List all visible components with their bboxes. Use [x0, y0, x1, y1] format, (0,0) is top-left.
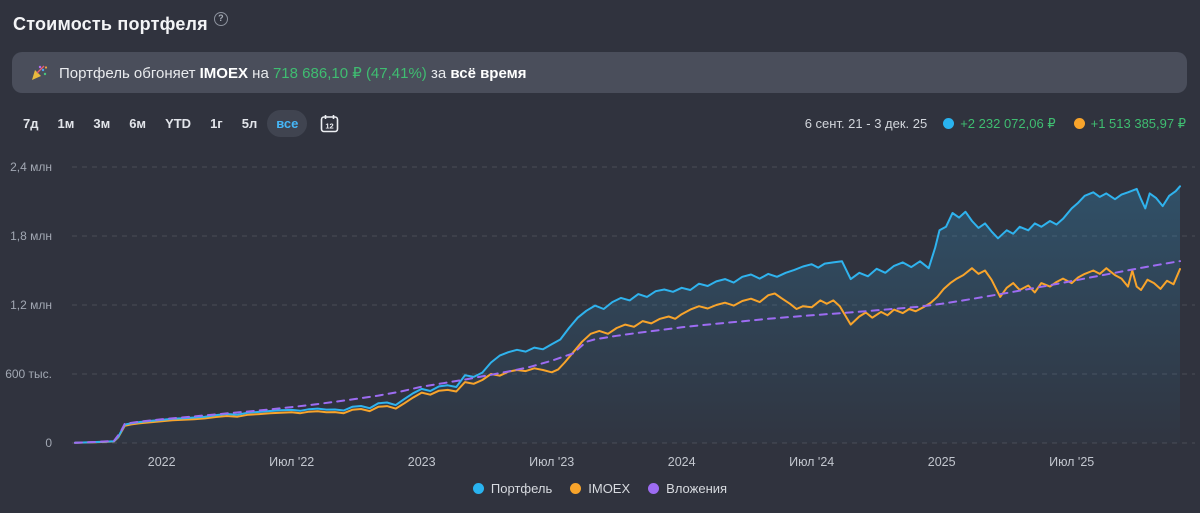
svg-text:0: 0 [45, 436, 52, 450]
banner-za: за [430, 64, 447, 82]
range-button-5y[interactable]: 5л [233, 110, 267, 137]
series-lines [74, 185, 1181, 444]
svg-text:2025: 2025 [928, 455, 956, 469]
legend-label: Портфель [490, 480, 553, 496]
svg-text:2,4 млн: 2,4 млн [10, 160, 52, 174]
chart-header: Стоимость портфеля ? [13, 12, 228, 35]
banner-na: на [252, 64, 269, 82]
range-button-3m[interactable]: 3м [84, 110, 119, 137]
svg-text:1,2 млн: 1,2 млн [10, 298, 52, 312]
date-range-label: 6 сент. 21 - 3 дек. 25 [804, 116, 928, 131]
x-axis-labels: 2022 Июл '22 2023 Июл '23 2024 Июл '24 2025 Июл… [148, 455, 1095, 469]
series-total-portfolio: +2 232 072,06 ₽ [943, 115, 1056, 132]
svg-text:Июл '23: Июл '23 [529, 455, 574, 469]
imoex-dot-icon [1073, 118, 1085, 129]
svg-text:Июл '25: Июл '25 [1049, 455, 1094, 469]
legend-dot-icon [648, 482, 660, 494]
series-total-imoex: +1 513 385,97 ₽ [1073, 115, 1186, 132]
banner-amount: 718 686,10 ₽ [272, 64, 362, 82]
page-title: Стоимость портфеля [13, 14, 208, 34]
y-axis-labels: 0 600 тыс. 1,2 млн 1,8 млн 2,4 млн [5, 160, 52, 450]
banner-benchmark: IMOEX [199, 64, 248, 82]
outperform-banner: Портфель обгоняет IMOEX на 718 686,10 ₽ … [12, 52, 1187, 93]
series-totals: +2 232 072,06 ₽ +1 513 385,97 ₽ [943, 116, 1186, 132]
help-icon[interactable]: ? [213, 12, 228, 26]
range-button-ytd[interactable]: YTD [156, 110, 200, 137]
calendar-button[interactable]: 12 [318, 112, 341, 135]
legend-item-0[interactable]: Портфель [472, 480, 553, 496]
svg-text:2024: 2024 [668, 455, 696, 469]
calendar-icon: 12 [321, 115, 339, 133]
legend-item-2[interactable]: Вложения [648, 481, 727, 496]
banner-period: всё время [450, 64, 527, 82]
legend-dot-icon [570, 482, 582, 494]
svg-text:12: 12 [326, 122, 334, 131]
banner-percent: (47,41%) [365, 64, 427, 82]
series-line-0 [74, 185, 1181, 444]
svg-text:1,8 млн: 1,8 млн [10, 229, 52, 243]
range-button-all[interactable]: все [267, 110, 308, 137]
svg-text:Июл '24: Июл '24 [789, 455, 834, 469]
range-button-7d[interactable]: 7д [14, 110, 47, 137]
legend-label: Вложения [666, 480, 728, 496]
series-line-2 [74, 260, 1181, 444]
range-button-1m[interactable]: 1м [48, 110, 83, 137]
banner-prefix: Портфель обгоняет [59, 64, 196, 82]
range-selector: 7д 1м 3м 6м YTD 1г 5л все [14, 110, 308, 137]
total-value: +2 232 072,06 ₽ [960, 115, 1056, 131]
legend-item-1[interactable]: IMOEX [570, 481, 630, 496]
portfolio-chart[interactable]: 0 600 тыс. 1,2 млн 1,8 млн 2,4 млн 2022 Июл '… [0, 150, 1200, 480]
range-button-1y[interactable]: 1г [201, 110, 232, 137]
confetti-icon [32, 65, 48, 80]
total-value: +1 513 385,97 ₽ [1090, 115, 1186, 131]
svg-text:Июл '22: Июл '22 [269, 455, 314, 469]
range-button-6m[interactable]: 6м [120, 110, 155, 137]
banner-text: Портфель обгоняет IMOEX на 718 686,10 ₽ … [59, 64, 526, 82]
svg-text:600 тыс.: 600 тыс. [5, 367, 52, 381]
legend-dot-icon [472, 482, 484, 494]
svg-text:2023: 2023 [408, 455, 436, 469]
chart-toolbar: 7д 1м 3м 6м YTD 1г 5л все 12 6 сент. 21 - 3 дек… [14, 107, 1186, 140]
portfolio-area-fill [75, 186, 1180, 444]
chart-legend: Портфель IMOEX Вложения [0, 477, 1200, 499]
svg-text:2022: 2022 [148, 455, 176, 469]
portfolio-dot-icon [943, 118, 955, 129]
legend-label: IMOEX [588, 480, 631, 496]
